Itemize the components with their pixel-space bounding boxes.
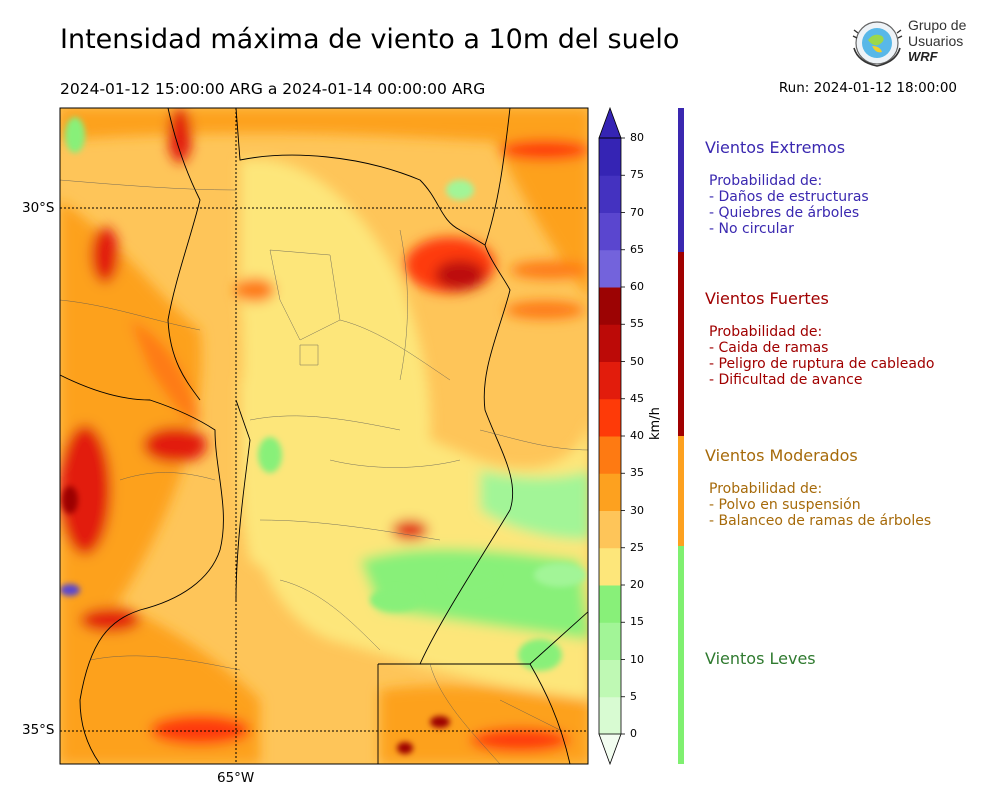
category-title: Vientos Fuertes (705, 289, 829, 308)
desc-line: Probabilidad de: (709, 481, 823, 497)
colorbar-tick-label: 25 (630, 540, 644, 554)
colorbar-segment (599, 473, 621, 511)
category-description: Probabilidad de: - Caida de ramas - Peli… (709, 324, 934, 388)
colorbar-segment (599, 249, 621, 288)
lat-label-30s: 30°S (22, 200, 55, 216)
colorbar-tick-label: 70 (630, 205, 644, 219)
colorbar-tick-label: 20 (630, 578, 644, 591)
logo-text-line2: Usuarios (908, 33, 964, 49)
colorbar-tick-label: 15 (630, 615, 644, 629)
colorbar-segment (599, 510, 621, 549)
desc-line: - Dificultad de avance (709, 372, 863, 388)
desc-line: - Quiebres de árboles (709, 205, 860, 221)
category-description: Probabilidad de: - Daños de estructuras … (709, 173, 869, 237)
colorbar-tick-label: 45 (630, 391, 644, 405)
colorbar (598, 106, 625, 766)
colorbar-segment (599, 361, 621, 400)
colorbar-tick-label: 35 (630, 466, 644, 480)
desc-line: - Balanceo de ramas de árboles (709, 513, 932, 529)
map-frame (59, 107, 589, 765)
colorbar-segment (599, 138, 621, 176)
map-title: Intensidad máxima de viento a 10m del su… (60, 24, 680, 55)
colorbar-tick-label: 30 (630, 503, 644, 517)
desc-line: - Peligro de ruptura de cableado (709, 356, 935, 372)
logo-text-line1: Grupo de (908, 17, 967, 33)
forecast-period: 2024-01-12 15:00:00 ARG a 2024-01-14 00:… (60, 80, 486, 98)
colorbar-segment (599, 212, 621, 251)
colorbar-tick-label: 0 (630, 727, 637, 740)
bar-moderados (678, 436, 684, 546)
colorbar-segment (599, 547, 621, 586)
wind-field (60, 108, 588, 764)
category-title: Vientos Leves (705, 649, 816, 668)
colorbar-tick-label: 80 (630, 131, 644, 144)
colorbar-segment (599, 175, 621, 213)
colorbar-tick-label: 5 (630, 689, 637, 703)
bar-leves (678, 546, 684, 764)
logo-text-line3: WRF (908, 49, 938, 64)
category-fuertes: Vientos Fuertes Probabilidad de: - Caida… (705, 289, 934, 388)
colorbar-segment (599, 659, 621, 698)
lon-label-65w: 65°W (217, 770, 255, 786)
colorbar-tick-label: 55 (630, 317, 644, 331)
colorbar-tick-label: 50 (630, 354, 644, 368)
desc-line: Probabilidad de: (709, 173, 823, 189)
run-timestamp: Run: 2024-01-12 18:00:00 (778, 80, 957, 96)
colorbar-segment (599, 398, 621, 437)
category-description: Probabilidad de: - Polvo en suspensión -… (709, 481, 931, 529)
colorbar-tick-label: 10 (630, 652, 644, 666)
category-title: Vientos Moderados (705, 446, 858, 465)
desc-line: - Daños de estructuras (709, 189, 869, 205)
colorbar-segment (599, 436, 621, 474)
wrf-logo: Grupo de Usuarios WRF (848, 18, 968, 70)
colorbar-segment (599, 287, 621, 325)
colorbar-extend-high (598, 106, 622, 139)
bar-extremos (678, 108, 684, 252)
lat-label-35s: 35°S (22, 722, 55, 738)
desc-line: - Polvo en suspensión (709, 497, 861, 513)
colorbar-tick-label: 60 (630, 280, 644, 293)
colorbar-segment (599, 696, 621, 735)
category-extremos: Vientos Extremos Probabilidad de: - Daño… (705, 138, 869, 237)
colorbar-tick-label: 65 (630, 242, 644, 256)
colorbar-unit: km/h (648, 407, 663, 440)
category-leves: Vientos Leves (705, 649, 816, 668)
category-moderados: Vientos Moderados Probabilidad de: - Pol… (705, 446, 931, 529)
colorbar-segment (599, 622, 621, 660)
colorbar-tick-label: 40 (630, 429, 644, 442)
category-title: Vientos Extremos (705, 138, 846, 157)
desc-line: - No circular (709, 221, 794, 237)
colorbar-extend-low (598, 733, 622, 766)
colorbar-segment (599, 324, 621, 362)
desc-line: - Caida de ramas (709, 340, 829, 356)
bar-fuertes (678, 252, 684, 436)
graticule (60, 108, 588, 764)
desc-line: Probabilidad de: (709, 324, 823, 340)
globe-emblem-icon (852, 21, 903, 67)
colorbar-tick-label: 75 (630, 168, 644, 182)
colorbar-segment (599, 585, 621, 623)
